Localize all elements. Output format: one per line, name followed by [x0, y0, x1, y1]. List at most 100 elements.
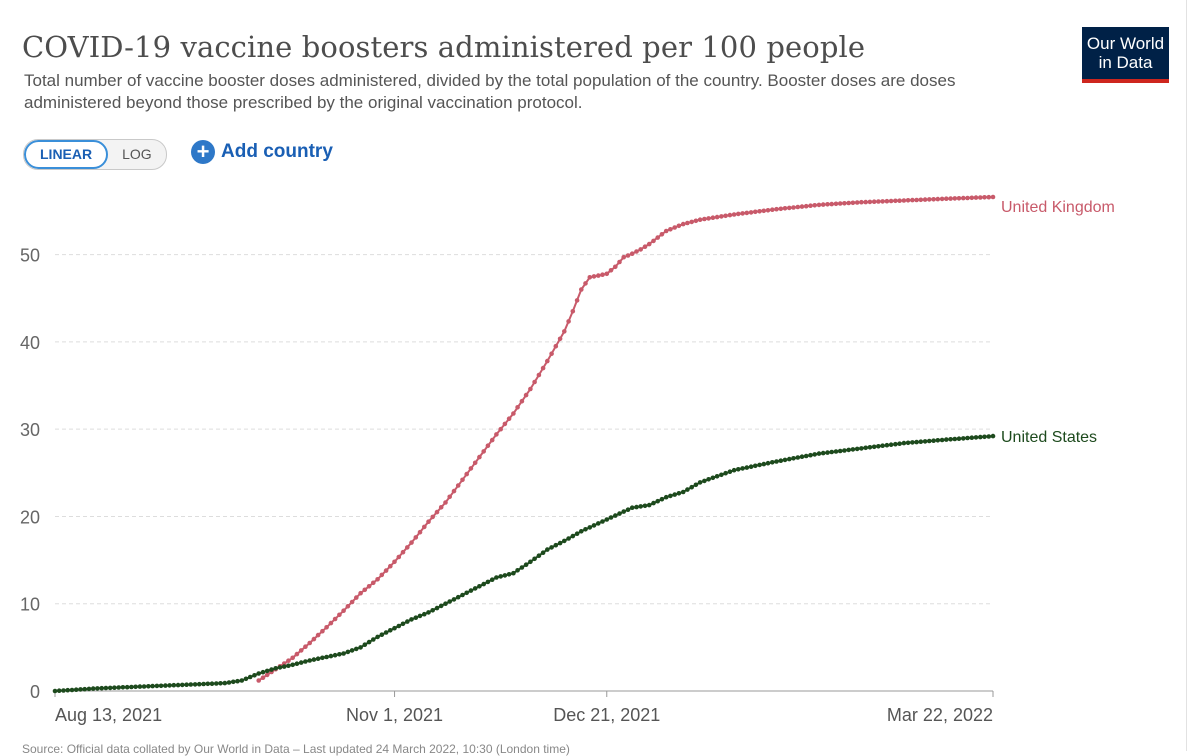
data-point-us: [69, 687, 75, 693]
data-point-us: [952, 436, 958, 442]
data-point-us: [634, 504, 639, 510]
data-point-us: [935, 438, 941, 443]
data-point-uk: [731, 212, 737, 217]
data-point-us: [349, 648, 355, 653]
data-point-uk: [939, 196, 945, 202]
data-point-us: [498, 574, 504, 579]
data-point-uk: [914, 197, 919, 203]
data-point-uk: [264, 672, 270, 678]
data-point-uk: [825, 202, 830, 207]
data-point-uk: [506, 416, 512, 422]
data-point-us: [566, 536, 571, 541]
data-point-uk: [528, 386, 533, 392]
data-point-us: [668, 493, 673, 499]
data-point-uk: [663, 228, 669, 234]
chart-subtitle: Total number of vaccine booster doses ad…: [24, 71, 956, 112]
data-point-uk: [846, 200, 851, 206]
log-scale-button[interactable]: LOG: [122, 146, 152, 162]
linear-scale-button[interactable]: LINEAR: [24, 140, 109, 169]
add-country-button[interactable]: + Add country: [191, 140, 333, 164]
data-point-uk: [553, 343, 559, 349]
data-point-us: [137, 684, 143, 689]
data-point-uk: [413, 535, 419, 540]
data-point-us: [264, 668, 270, 674]
data-point-uk: [566, 319, 571, 324]
data-point-us: [328, 653, 334, 659]
data-point-us: [621, 509, 626, 514]
data-point-us: [150, 683, 155, 689]
data-point-uk: [311, 636, 317, 642]
data-point-us: [167, 683, 172, 688]
series-label-us: United States: [1001, 429, 1097, 446]
data-point-uk: [613, 264, 618, 270]
data-point-us: [197, 681, 202, 687]
data-point-us: [536, 553, 542, 558]
data-point-uk: [927, 197, 932, 202]
data-point-us: [549, 545, 554, 550]
data-point-uk: [464, 471, 470, 477]
data-point-uk: [422, 524, 427, 530]
data-point-us: [107, 685, 113, 691]
plus-circle-icon: +: [191, 140, 215, 164]
data-point-us: [714, 474, 720, 479]
data-point-us: [770, 460, 775, 465]
data-point-uk: [362, 587, 368, 593]
data-point-uk: [969, 195, 975, 201]
data-point-us: [574, 531, 580, 536]
data-point-us: [141, 684, 147, 689]
data-point-uk: [489, 437, 495, 443]
data-point-uk: [723, 213, 728, 219]
data-point-uk: [931, 197, 936, 202]
data-point-us: [731, 467, 737, 473]
data-point-us: [782, 457, 788, 463]
data-point-us: [243, 676, 249, 682]
logo-line-1: Our World: [1086, 33, 1165, 53]
data-point-us: [617, 511, 622, 516]
data-point-us: [320, 655, 325, 661]
x-tick-label: Dec 21, 2021: [553, 705, 660, 725]
logo-line-2: in Data: [1098, 52, 1153, 72]
data-point-us: [689, 484, 694, 490]
data-point-us: [884, 442, 890, 448]
data-point-uk: [596, 273, 601, 278]
data-point-uk: [298, 648, 304, 653]
data-point-us: [103, 685, 109, 691]
data-point-us: [481, 581, 487, 587]
data-point-us: [986, 434, 992, 439]
data-point-uk: [600, 272, 605, 278]
data-point-us: [774, 459, 779, 464]
data-point-uk: [451, 488, 457, 494]
data-point-us: [226, 680, 232, 685]
data-point-uk: [438, 505, 444, 510]
data-point-uk: [290, 655, 296, 661]
data-point-us: [405, 619, 410, 624]
data-point-uk: [405, 545, 410, 550]
data-point-uk: [409, 540, 414, 545]
data-point-us: [812, 452, 817, 457]
data-point-us: [451, 597, 457, 602]
data-point-uk: [893, 198, 898, 204]
data-point-uk: [837, 201, 843, 206]
data-point-uk: [961, 195, 966, 201]
data-point-us: [362, 642, 368, 647]
data-point-uk: [905, 198, 911, 203]
data-point-uk: [808, 203, 813, 208]
data-point-uk: [986, 194, 992, 200]
data-point-uk: [778, 206, 784, 212]
owid-logo[interactable]: Our World in Data: [1082, 27, 1169, 83]
data-point-us: [468, 588, 474, 593]
data-point-uk: [918, 197, 924, 203]
data-point-uk: [719, 214, 724, 219]
data-point-us: [837, 448, 843, 454]
data-point-us: [366, 639, 372, 645]
data-point-us: [787, 456, 792, 462]
data-point-uk: [850, 200, 856, 206]
data-point-uk: [604, 271, 610, 277]
data-point-us: [978, 434, 983, 440]
data-point-us: [693, 482, 699, 488]
data-point-us: [396, 623, 402, 629]
data-point-us: [354, 646, 359, 652]
data-point-us: [905, 440, 911, 446]
data-point-uk: [948, 196, 953, 201]
data-point-us: [736, 467, 741, 472]
